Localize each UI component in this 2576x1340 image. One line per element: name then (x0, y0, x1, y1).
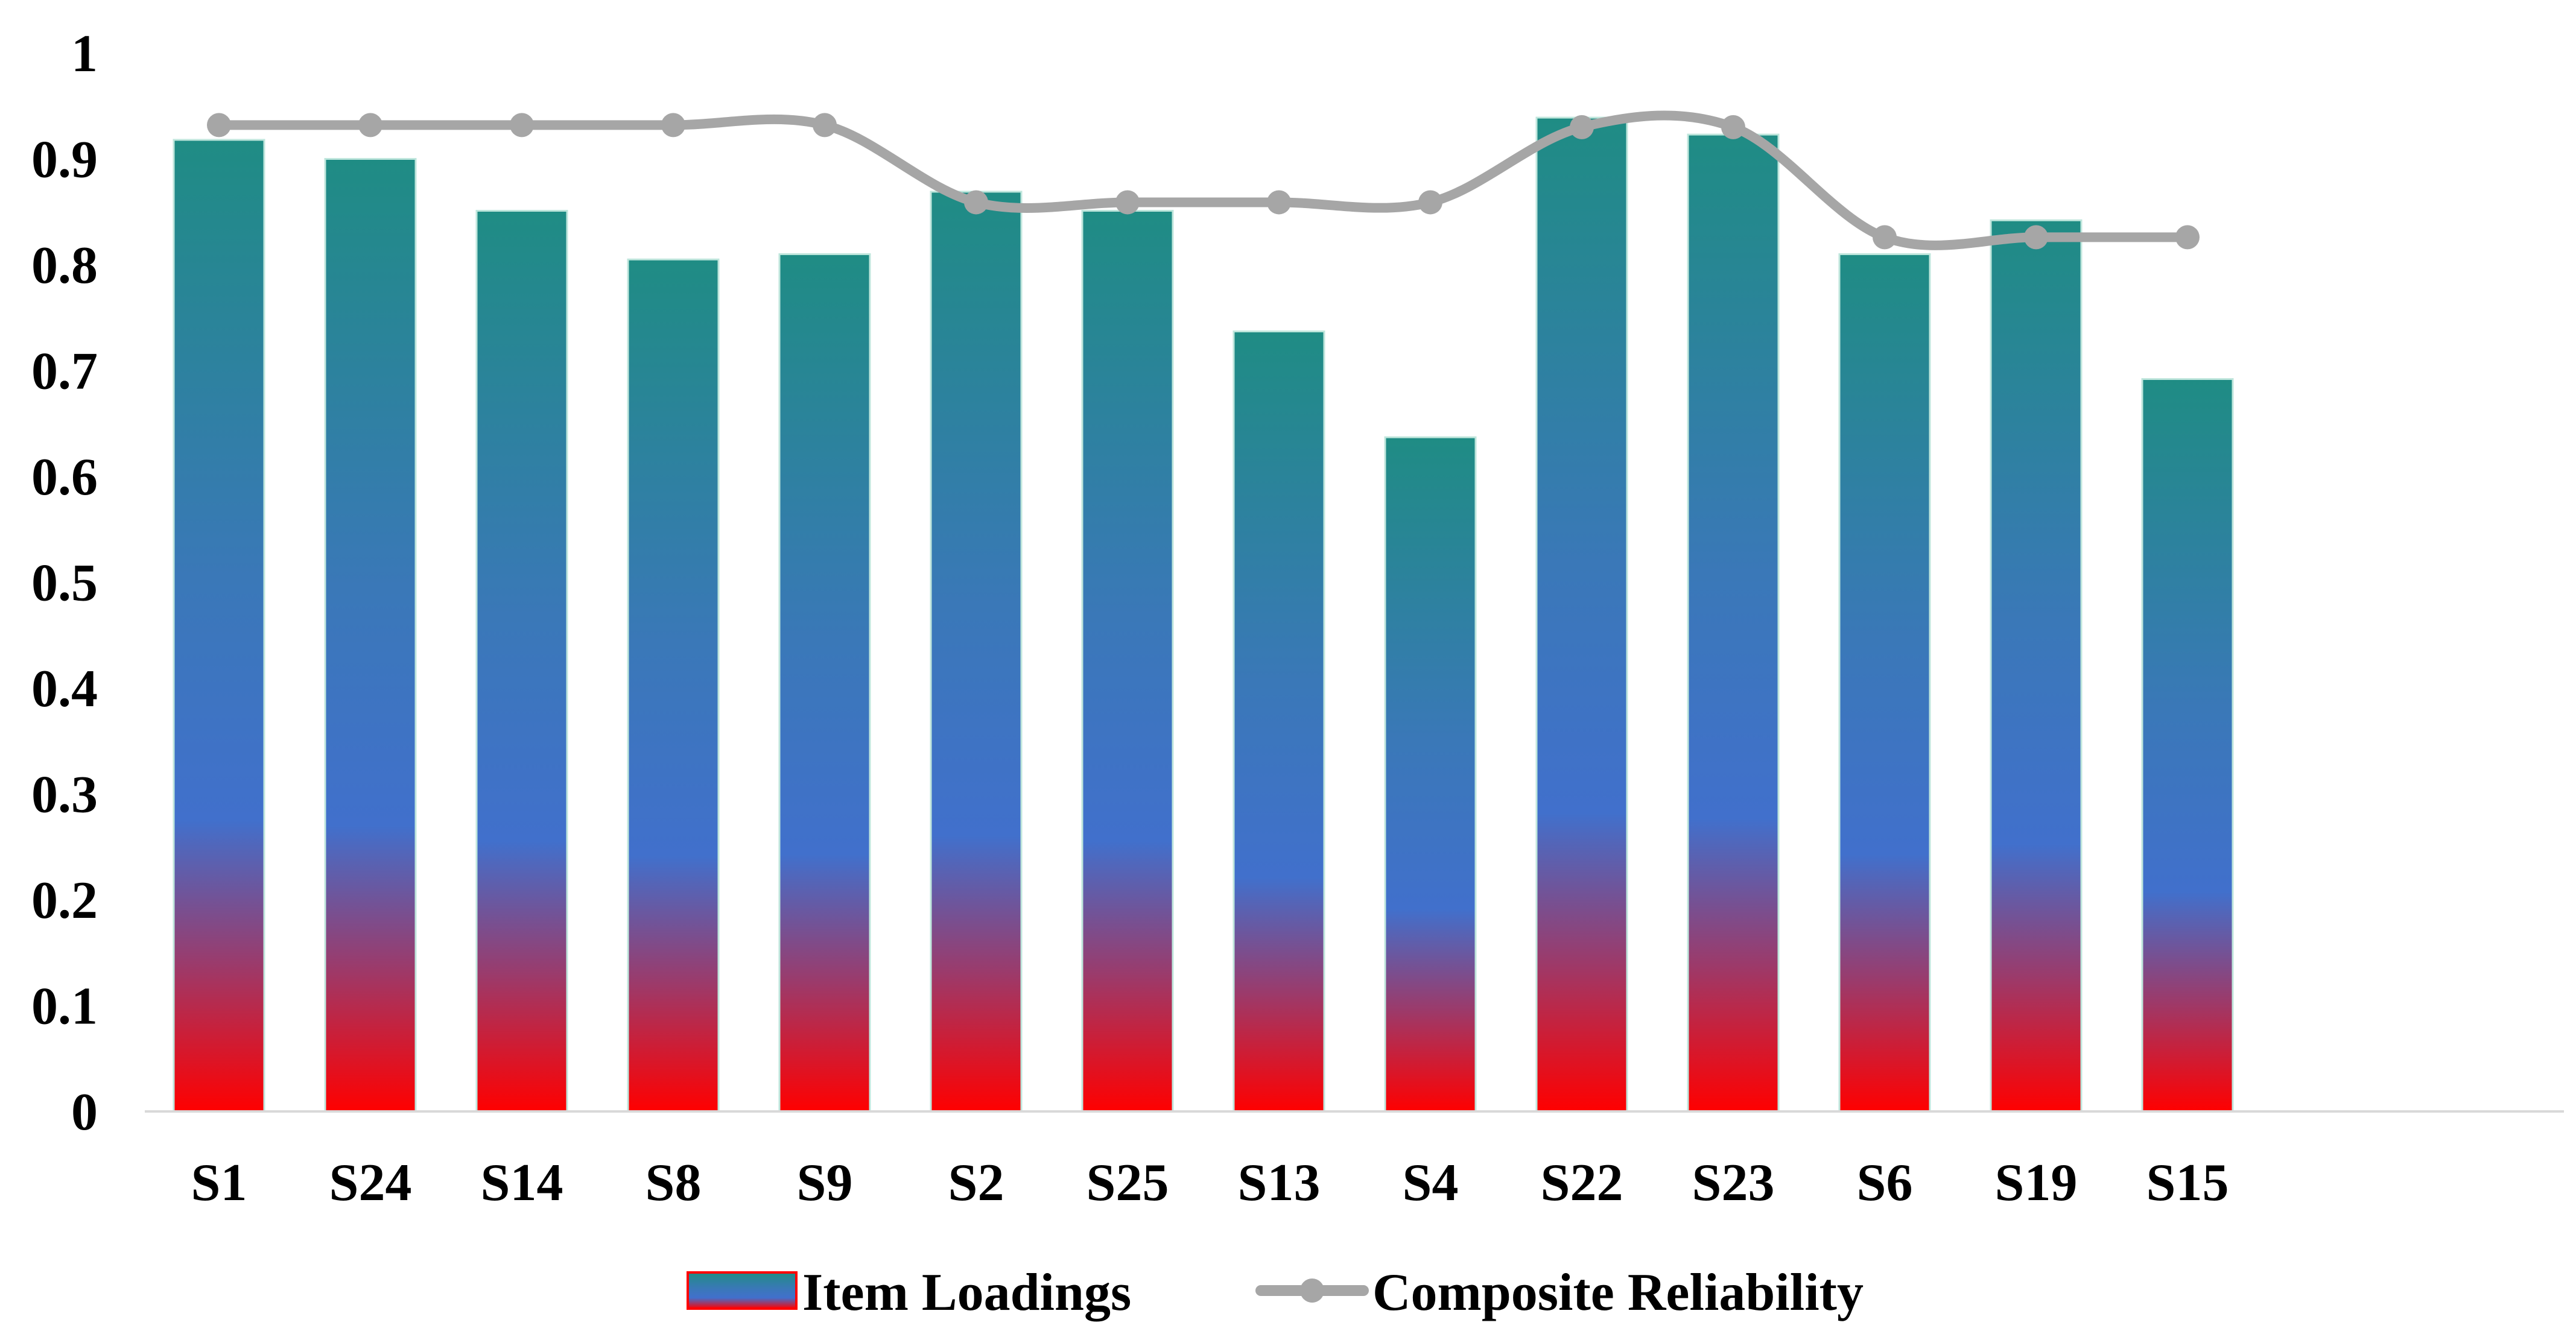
bar-s23 (1687, 133, 1780, 1113)
composite-reliability-point-s9 (813, 113, 837, 137)
x-tick-label-s19: S19 (1995, 1154, 2078, 1212)
y-tick-label-0-7: 0.7 (31, 343, 98, 401)
composite-reliability-point-s8 (661, 113, 685, 137)
x-tick-label-s8: S8 (646, 1154, 702, 1212)
composite-reliability-point-s13 (1267, 190, 1291, 215)
x-tick-label-s15: S15 (2146, 1154, 2229, 1212)
bar-s2 (930, 191, 1023, 1113)
x-tick-label-s2: S2 (948, 1154, 1004, 1212)
bars (173, 116, 2234, 1113)
y-tick-label-0-2: 0.2 (31, 871, 98, 930)
y-tick-label-0: 0 (71, 1083, 98, 1142)
bar-s9 (778, 253, 871, 1113)
y-tick-label-0-4: 0.4 (31, 660, 98, 718)
bar-s13 (1232, 330, 1325, 1113)
y-tick-label-0-3: 0.3 (31, 766, 98, 824)
x-tick-label-s25: S25 (1087, 1154, 1169, 1212)
y-tick-label-0-8: 0.8 (31, 236, 98, 295)
y-tick-label-0-6: 0.6 (31, 448, 98, 507)
x-tick-label-s13: S13 (1238, 1154, 1321, 1212)
x-tick-label-s1: S1 (191, 1154, 247, 1212)
composite-reliability-point-s14 (510, 113, 534, 137)
composite-reliability-point-s15 (2175, 225, 2200, 250)
composite-reliability-point-s6 (1873, 225, 1897, 250)
bar-s15 (2141, 378, 2234, 1113)
composite-reliability-point-s4 (1418, 190, 1442, 215)
composite-reliability-point-s25 (1115, 190, 1140, 215)
x-axis-ticks: S1 S24 S14 S8 S9 S2 S25 S13 S4 S22 S23 S6 S19 S15 (191, 1154, 2229, 1212)
composite-reliability-point-s2 (964, 190, 988, 215)
composite-reliability-line (214, 110, 2192, 250)
y-tick-label-1: 1 (71, 25, 98, 83)
y-tick-label-0-9: 0.9 (31, 131, 98, 189)
composite-reliability-series (207, 110, 2200, 250)
legend-swatch-item-loadings (687, 1271, 798, 1310)
legend-marker-composite-reliability (1300, 1278, 1324, 1303)
composite-reliability-point-s24 (358, 113, 382, 137)
legend-label-item-loadings: Item Loadings (802, 1263, 1131, 1322)
bar-s19 (1990, 219, 2083, 1113)
bar-s1 (173, 139, 265, 1113)
x-tick-label-s9: S9 (797, 1154, 853, 1212)
bar-s8 (627, 258, 720, 1113)
y-tick-label-0-1: 0.1 (31, 978, 98, 1036)
x-tick-label-s23: S23 (1692, 1154, 1775, 1212)
bar-s22 (1535, 116, 1628, 1113)
x-tick-label-s24: S24 (329, 1154, 412, 1212)
bar-s24 (324, 158, 417, 1113)
legend: Item Loadings Composite Reliability (687, 1263, 1864, 1322)
x-tick-label-s22: S22 (1541, 1154, 1623, 1212)
composite-reliability-point-s1 (207, 113, 231, 137)
composite-reliability-point-s19 (2024, 225, 2048, 250)
bar-s6 (1838, 253, 1931, 1113)
composite-reliability-point-s23 (1721, 115, 1745, 139)
x-tick-label-s14: S14 (481, 1154, 563, 1212)
legend-label-composite-reliability: Composite Reliability (1372, 1263, 1864, 1322)
y-tick-label-0-5: 0.5 (31, 554, 98, 613)
composite-reliability-point-s22 (1570, 115, 1594, 139)
y-axis-ticks: 0 0.1 0.2 0.3 0.4 0.5 0.6 0.7 0.8 0.9 1 (31, 25, 98, 1142)
bar-s4 (1384, 436, 1477, 1113)
bar-s14 (475, 209, 568, 1113)
bar-s25 (1081, 209, 1174, 1113)
x-tick-label-s4: S4 (1403, 1154, 1459, 1212)
x-tick-label-s6: S6 (1857, 1154, 1913, 1212)
